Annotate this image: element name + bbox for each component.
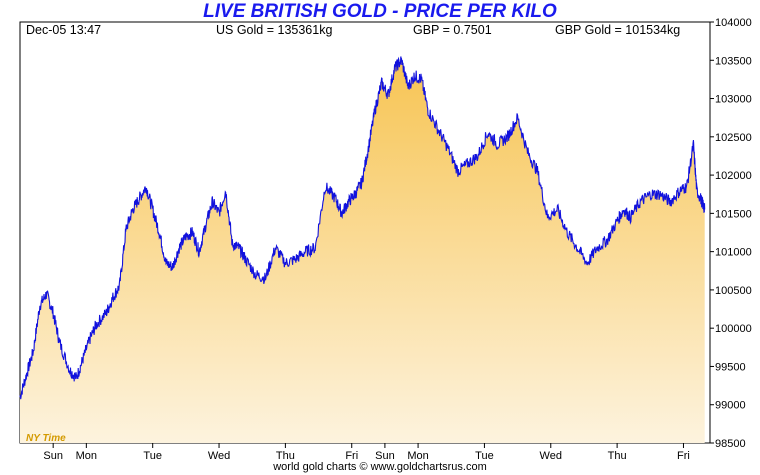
y-tick-label: 101000 bbox=[715, 247, 752, 259]
x-tick-label: Mon bbox=[76, 450, 97, 462]
y-tick-label: 103500 bbox=[715, 55, 752, 67]
x-tick-label: Thu bbox=[276, 450, 295, 462]
x-tick-label: Tue bbox=[143, 450, 162, 462]
y-tick-label: 99500 bbox=[715, 361, 746, 373]
y-tick-label: 98500 bbox=[715, 438, 746, 450]
gbp-gold-readout: GBP Gold = 101534kg bbox=[555, 23, 681, 37]
x-tick-label: Wed bbox=[208, 450, 230, 462]
price-line bbox=[19, 56, 706, 400]
y-tick-label: 101500 bbox=[715, 208, 752, 220]
x-tick-label: Fri bbox=[345, 450, 358, 462]
gbp-rate-readout: GBP = 0.7501 bbox=[413, 23, 492, 37]
x-tick-label: Thu bbox=[608, 450, 627, 462]
timezone-label: NY Time bbox=[26, 433, 66, 444]
x-tick-label: Wed bbox=[540, 450, 562, 462]
y-tick-label: 102500 bbox=[715, 132, 752, 144]
us-gold-readout: US Gold = 135361kg bbox=[216, 23, 333, 37]
y-tick-label: 102000 bbox=[715, 170, 752, 182]
y-tick-label: 100000 bbox=[715, 323, 752, 335]
y-tick-label: 103000 bbox=[715, 94, 752, 106]
x-tick-label: Tue bbox=[475, 450, 494, 462]
y-tick-label: 99000 bbox=[715, 400, 746, 412]
y-axis: 98500 99000 99500 100000 100500 101000 101500 1… bbox=[710, 17, 752, 450]
x-axis: Sun Mon Tue Wed Thu Fri Sun Mon Tue Wed Thu Fri bbox=[43, 443, 690, 462]
datetime-readout: Dec-05 13:47 bbox=[26, 23, 102, 37]
x-tick-label: Sun bbox=[43, 450, 63, 462]
x-tick-label: Mon bbox=[407, 450, 428, 462]
x-tick-label: Fri bbox=[677, 450, 690, 462]
x-tick-label: Sun bbox=[375, 450, 395, 462]
y-tick-label: 104000 bbox=[715, 17, 752, 29]
y-tick-label: 100500 bbox=[715, 285, 752, 297]
price-area bbox=[20, 56, 705, 443]
footer-credit: world gold charts © www.goldchartsrus.co… bbox=[273, 461, 487, 473]
chart-title: LIVE BRITISH GOLD - PRICE PER KILO bbox=[203, 1, 557, 22]
